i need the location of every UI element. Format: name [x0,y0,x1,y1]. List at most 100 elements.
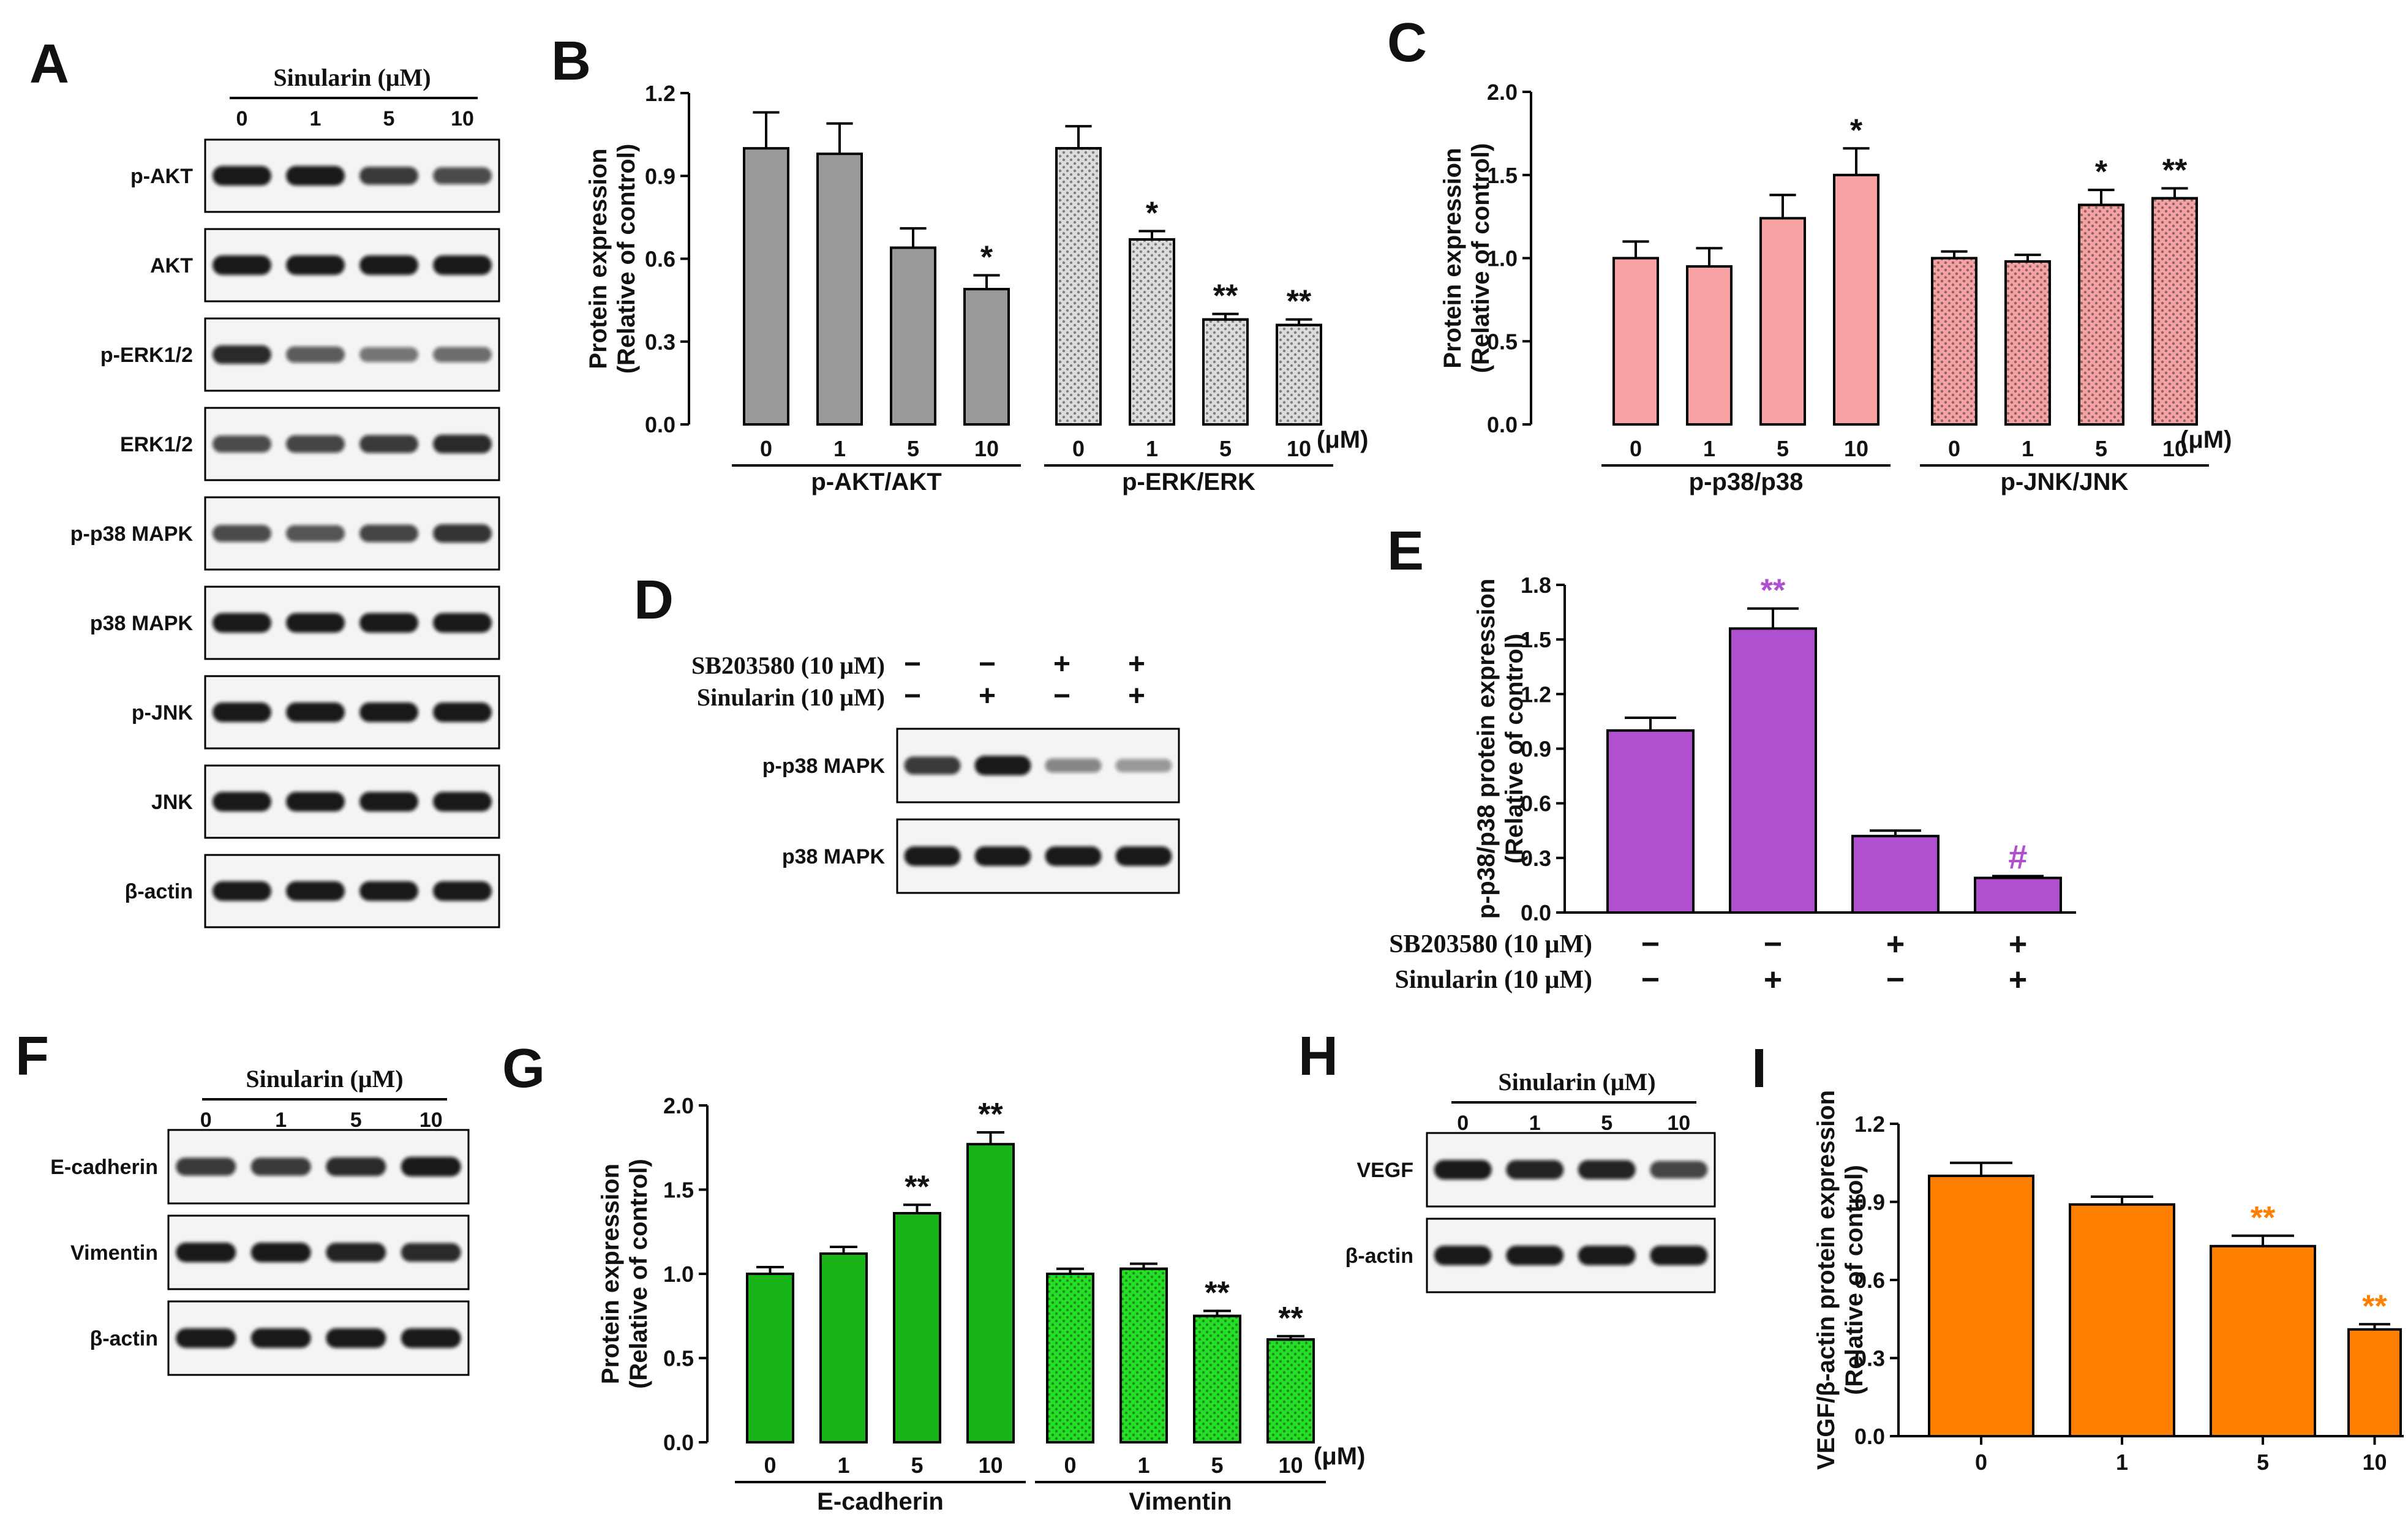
blot-band [433,167,492,184]
x-tick-label: 1 [2116,1450,2128,1475]
blot-band [1506,1160,1564,1180]
blot-lane-label: 5 [1601,1112,1612,1135]
bar-pattern [1119,1267,1168,1443]
blot-lane-label: 0 [236,107,248,130]
treatment-sign: + [1053,648,1070,680]
y-tick-label: 0.9 [1521,737,1551,762]
x-tick-label: 0 [764,1453,776,1478]
x-tick-label: 5 [1777,436,1789,461]
bar [1974,876,2062,914]
blot-panel-a: Sinularin (μM) 0 1 5 10 p-AKT AKT p-ERK1/2 ERK1/… [70,64,500,928]
blot-lane-label: 10 [1667,1112,1690,1135]
blot-band [213,702,271,722]
x-tick-label: 10 [1287,436,1311,461]
blot-band [359,881,418,901]
treatment-sign: − [979,648,996,680]
blot-row-label: β-actin [125,880,193,903]
blot-lane-label: 1 [310,107,322,130]
significance-mark: * [980,240,993,276]
y-tick-label: 1.5 [1521,627,1551,652]
y-axis-label: Protein expression(Relative of control) [1439,143,1494,374]
unit-label: (μM) [1314,1443,1365,1470]
blot-band [359,167,418,185]
x-tick-label: 5 [1211,1453,1223,1478]
x-tick-label: 10 [2162,436,2187,461]
blot-band [1434,1160,1492,1180]
y-axis-label: VEGF/β-actin protein expression(Relative… [1813,1090,1868,1470]
blot-band [359,255,418,275]
x-tick-label: 10 [974,436,999,461]
chart-g: 0.0 0.5 1.0 1.5 2.0 Protein expression(Relati… [597,1093,1365,1515]
blot-lane-label: 1 [1529,1112,1541,1135]
bar [2069,1203,2175,1437]
x-tick-label: 1 [1146,436,1158,461]
x-tick-label: 5 [2095,436,2107,461]
blot-row-label: p-AKT [130,165,193,188]
blot-band [359,702,418,722]
blot-band [176,1328,236,1348]
bar [1729,627,1817,914]
blot-band [213,881,271,901]
blot-band [286,346,345,363]
blot-panel-h: Sinularin (μM) 0 1 5 10 VEGF β-actin [1345,1068,1716,1293]
blot-band [1115,846,1172,866]
group-label: p-p38/p38 [1689,469,1804,495]
x-tick-label: 10 [1278,1453,1303,1478]
x-tick-label: 0 [1948,436,1960,461]
blot-band [213,525,271,542]
y-tick-label: 0.5 [1487,329,1518,354]
x-tick-label: 1 [1137,1453,1149,1478]
blot-band [359,524,418,543]
treatment-sign: − [1886,962,1905,998]
x-tick-label: 0 [760,436,772,461]
blot-row-label: β-actin [90,1327,158,1350]
significance-mark: ** [1213,279,1238,314]
blot-panel-f: Sinularin (μM) 0 1 5 10 E-cadherin Vimentin β-a… [50,1065,470,1376]
x-tick-label: 10 [1844,436,1868,461]
bar [2210,1244,2316,1437]
blot-row-label: β-actin [1345,1244,1413,1268]
bar [893,1212,941,1443]
panel-letter-g: G [502,1038,545,1099]
blot-band [359,347,418,363]
significance-mark: * [1146,195,1159,231]
x-tick-label: 0 [1975,1450,1987,1475]
y-axis-label-line: (Relative of control) [1841,1165,1868,1395]
x-tick-label: 1 [1703,436,1715,461]
blot-row-label: p-ERK1/2 [100,344,193,367]
blot-band [286,613,345,633]
blot-row-label: ERK1/2 [120,433,193,456]
blot-band [401,1157,461,1176]
group-label: E-cadherin [817,1488,944,1515]
panel-letter-c: C [1387,12,1427,73]
panel-letter-b: B [551,31,591,92]
bar [966,1143,1015,1443]
y-tick-label: 1.0 [1487,246,1518,271]
y-axis-label: p-p38/p38 protein expression(Relative of… [1473,579,1528,919]
blot-band [433,613,492,633]
significance-mark: ** [1287,284,1312,320]
panel-letter-a: A [29,34,69,95]
treatment-sign: + [2009,962,2027,998]
x-tick-label: 0 [1072,436,1085,461]
treatment-sign: + [1764,962,1782,998]
unit-label: (μM) [1317,426,1368,453]
treatment-sign: − [1641,927,1660,962]
blot-band [250,1328,311,1348]
x-tick-label: 5 [911,1453,923,1478]
blot-band [433,881,492,901]
blot-band [250,1243,311,1262]
blot-band [1650,1161,1708,1179]
blot-lane-label: 10 [420,1108,443,1132]
significance-mark: ** [978,1097,1003,1132]
significance-mark: ** [1278,1301,1303,1336]
blot-band [1045,758,1102,773]
blot-row-label: JNK [151,791,193,814]
blot-lane-label: 5 [350,1108,362,1132]
bar [819,1252,868,1443]
blot-band [286,435,345,453]
y-tick-label: 0.3 [1854,1346,1885,1371]
